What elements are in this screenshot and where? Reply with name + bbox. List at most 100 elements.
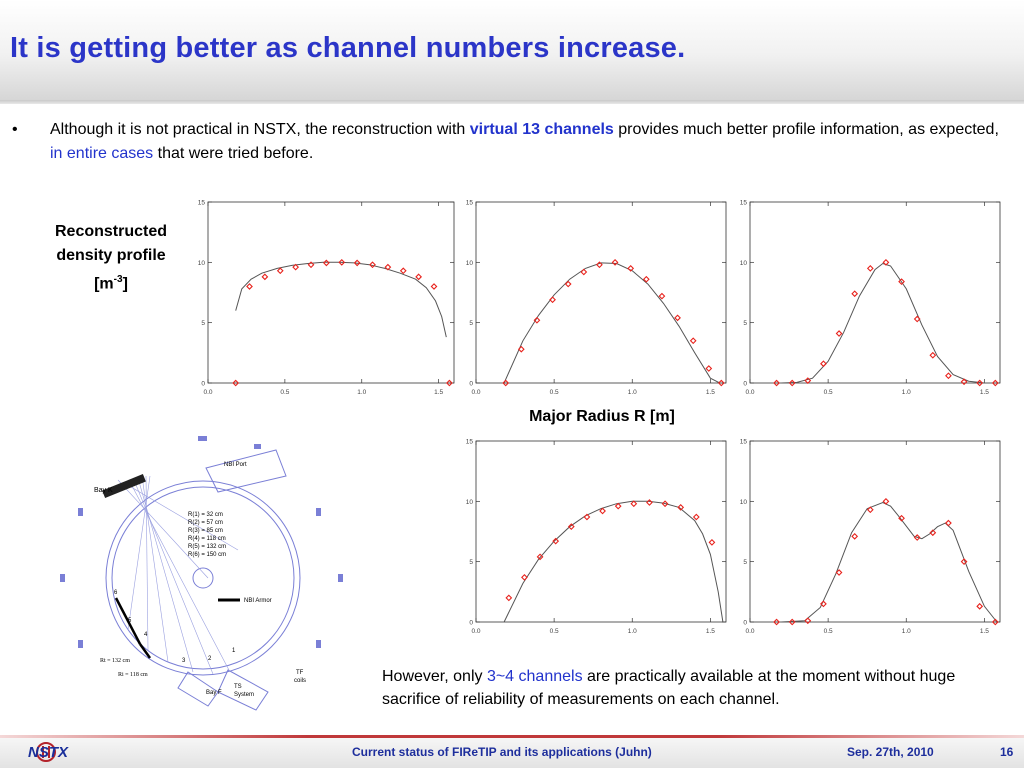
header-divider xyxy=(0,100,1024,104)
y-tick-label: 15 xyxy=(198,200,206,207)
data-point-marker xyxy=(399,267,407,275)
plot-frame xyxy=(749,440,1001,623)
data-point-marker xyxy=(929,351,937,359)
data-point-marker xyxy=(261,273,269,281)
data-point-marker xyxy=(835,569,843,576)
data-point-marker xyxy=(960,378,968,386)
y-unit-open: [m xyxy=(94,275,114,293)
tf-coil xyxy=(254,444,261,449)
data-point-marker xyxy=(446,379,453,387)
radius-legend-item: R(2) = 57 cm xyxy=(188,520,223,526)
data-point-marker xyxy=(580,268,588,276)
data-point-marker xyxy=(960,558,968,566)
data-point-marker xyxy=(549,296,556,304)
label-tf-coils: TF xyxy=(296,670,304,676)
data-point-marker xyxy=(820,600,827,608)
y-tick-label: 10 xyxy=(198,260,206,267)
y-tick-label: 0 xyxy=(469,381,473,388)
y-unit-exponent: -3 xyxy=(113,274,123,285)
x-tick-label: 0.5 xyxy=(824,389,833,396)
y-tick-label: 5 xyxy=(201,320,205,327)
vessel-outer-ring xyxy=(105,480,301,676)
nstx-layout-diagram: NBI Port Bay K NBI Armor Bay F TS System… xyxy=(60,436,343,711)
y-tick-label: 0 xyxy=(743,381,747,388)
data-point-marker xyxy=(866,264,874,272)
data-point-marker xyxy=(773,379,780,387)
note-text-part: However, only xyxy=(382,668,487,685)
center-stack xyxy=(192,567,214,589)
beam-chord xyxy=(133,479,214,675)
data-point-marker xyxy=(596,261,603,269)
plot-frame xyxy=(475,440,727,623)
chord-number: 3 xyxy=(182,658,186,664)
data-point-marker xyxy=(276,267,284,275)
bullet-marker: • xyxy=(12,121,18,138)
x-tick-label: 0.5 xyxy=(550,389,559,396)
data-point-marker xyxy=(536,553,544,561)
slide-title: It is getting better as channel numbers … xyxy=(10,32,686,64)
bullet-text: Although it is not practical in NSTX, th… xyxy=(50,118,1010,166)
y-tick-label: 10 xyxy=(740,499,748,506)
data-point-marker xyxy=(913,534,921,541)
data-point-marker xyxy=(564,280,572,288)
bullet-highlight-cases: in entire cases xyxy=(50,145,154,162)
radius-legend-item: R(6) = 150 cm xyxy=(188,552,226,558)
data-point-marker xyxy=(804,617,812,625)
data-point-marker xyxy=(991,379,999,387)
label-nbi-port: NBI Port xyxy=(224,462,247,468)
y-tick-label: 5 xyxy=(743,559,747,566)
profile-plot-bottom-middle: 0.0 0.5 1.0 1.5 0 5 10 15 xyxy=(466,439,727,635)
y-tick-label: 10 xyxy=(466,260,474,267)
y-axis-label-line: Reconstructed xyxy=(54,223,168,240)
data-point-marker xyxy=(430,283,438,290)
x-tick-label: 0.0 xyxy=(471,389,480,396)
y-tick-label: 5 xyxy=(469,320,473,327)
bullet-text-part: that were tried before. xyxy=(153,145,314,162)
x-tick-label: 1.0 xyxy=(628,389,637,396)
vessel-inner-ring xyxy=(111,486,295,670)
data-point-marker xyxy=(674,314,681,322)
y-tick-label: 5 xyxy=(743,320,747,327)
y-axis-label: Reconstructed density profile [m-3] xyxy=(32,220,190,296)
profile-curve xyxy=(503,500,724,623)
nbi-port xyxy=(205,449,287,493)
beam-chord xyxy=(127,475,151,631)
y-tick-label: 15 xyxy=(740,200,748,207)
data-point-marker xyxy=(945,372,952,380)
profile-plot-top-middle: 0.0 0.5 1.0 1.5 0 5 10 15 xyxy=(466,200,727,396)
label-nbi-armor: NBI Armor xyxy=(244,598,272,604)
data-point-marker xyxy=(246,283,253,290)
radius-legend-item: R(5) = 132 cm xyxy=(188,544,226,550)
chord-number: 4 xyxy=(144,632,148,638)
data-point-marker xyxy=(677,503,685,511)
data-point-marker xyxy=(788,379,796,387)
x-tick-label: 1.5 xyxy=(980,628,989,635)
data-point-marker xyxy=(851,532,859,540)
beam-chord xyxy=(145,475,149,651)
data-point-marker xyxy=(599,507,606,515)
y-tick-label: 15 xyxy=(740,439,748,446)
data-point-marker xyxy=(630,500,638,508)
label-bay-f: Bay F xyxy=(206,690,222,696)
tf-coil xyxy=(78,640,83,648)
x-tick-label: 1.0 xyxy=(902,389,911,396)
x-tick-label: 0.0 xyxy=(203,389,212,396)
data-point-marker xyxy=(898,278,905,286)
label-ri: Ri = 118 cm xyxy=(118,672,148,678)
data-point-marker xyxy=(646,499,653,506)
data-point-marker xyxy=(661,500,669,508)
profile-plot-bottom-right: 0.0 0.5 1.0 1.5 0 5 10 15 xyxy=(740,439,1001,635)
y-tick-label: 15 xyxy=(466,200,474,207)
channel-6-arc xyxy=(114,597,142,645)
chord-number: 6 xyxy=(114,590,118,596)
beam-chord xyxy=(137,477,194,673)
label-rt: Rt = 132 cm xyxy=(100,658,130,664)
y-tick-label: 0 xyxy=(201,381,205,388)
y-tick-label: 10 xyxy=(466,499,474,506)
data-point-marker xyxy=(323,259,330,267)
data-point-marker xyxy=(658,292,666,300)
note-text-part: are practically available at the moment … xyxy=(382,668,956,708)
y-tick-label: 10 xyxy=(740,260,748,267)
data-point-marker xyxy=(292,263,300,271)
chord-number: 5 xyxy=(128,618,132,624)
